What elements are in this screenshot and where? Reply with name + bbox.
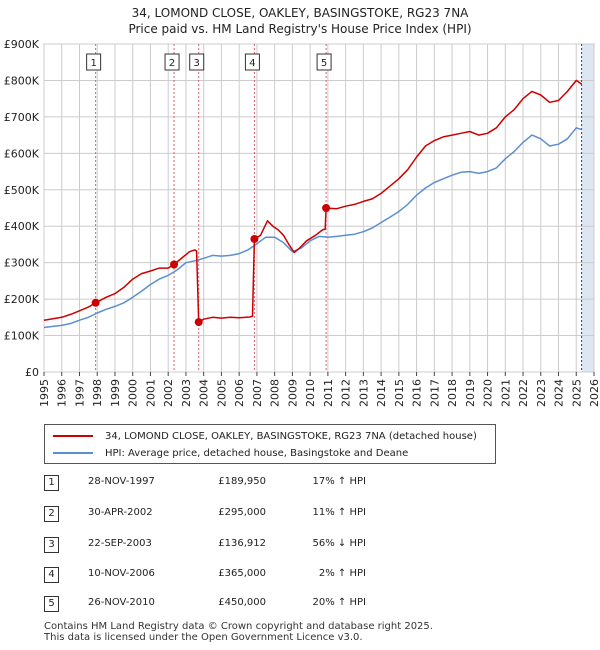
- x-tick-label: 2006: [233, 379, 246, 407]
- legend-item-hpi: HPI: Average price, detached house, Basi…: [53, 445, 408, 461]
- chart-title: 34, LOMOND CLOSE, OAKLEY, BASINGSTOKE, R…: [131, 6, 469, 20]
- sale-point: [91, 298, 100, 307]
- legend-label-property: 34, LOMOND CLOSE, OAKLEY, BASINGSTOKE, R…: [105, 430, 477, 442]
- sale-point: [322, 204, 331, 212]
- y-tick-label: £900K: [4, 38, 40, 51]
- legend-label-hpi: HPI: Average price, detached house, Basi…: [105, 447, 409, 459]
- legend-item-property: 34, LOMOND CLOSE, OAKLEY, BASINGSTOKE, R…: [53, 428, 477, 444]
- y-tick-label: £100K: [4, 330, 40, 343]
- x-tick-label: 2024: [553, 379, 566, 407]
- x-tick-label: 2025: [570, 379, 583, 407]
- x-tick-label: 2018: [446, 379, 459, 407]
- transaction-date: 30-APR-2002: [88, 507, 153, 518]
- sale-label: 3: [194, 58, 200, 69]
- x-tick-label: 2013: [357, 379, 370, 407]
- transaction-row: 2 30-APR-2002 £295,000 11% ↑ HPI: [44, 506, 564, 522]
- x-tick-label: 1997: [73, 379, 86, 407]
- x-tick-label: 2023: [535, 379, 548, 407]
- x-tick-label: 2021: [499, 379, 512, 407]
- transaction-hpi-delta: 11% ↑ HPI: [312, 507, 366, 518]
- x-tick-label: 2004: [198, 379, 211, 407]
- y-tick-label: £700K: [4, 111, 40, 124]
- x-tick-label: 2002: [162, 379, 175, 407]
- x-tick-label: 2009: [286, 379, 299, 407]
- x-tick-label: 2005: [215, 379, 228, 407]
- price-chart: £0 £100K £200K £300K £400K £500K £600K £700K £80…: [4, 38, 600, 407]
- x-tick-label: 2010: [304, 379, 317, 407]
- transaction-row: 1 28-NOV-1997 £189,950 17% ↑ HPI: [44, 475, 564, 491]
- x-tick-label: 2001: [144, 379, 157, 407]
- x-tick-label: 2000: [127, 379, 140, 407]
- copyright-notice: Contains HM Land Registry data © Crown c…: [44, 621, 433, 632]
- plot-area: [43, 43, 595, 373]
- sale-label-box: [244, 53, 260, 71]
- y-tick-label: £500K: [4, 184, 40, 197]
- chart-subtitle: Price paid vs. HM Land Registry's House …: [128, 22, 472, 36]
- x-tick-label: 2020: [482, 379, 495, 407]
- hpi-series-line: [43, 127, 582, 329]
- y-tick-label: £800K: [4, 74, 40, 87]
- x-tick-label: 1995: [38, 379, 51, 407]
- transaction-row: 4 10-NOV-2006 £365,000 2% ↑ HPI: [44, 567, 564, 583]
- x-tick-label: 1999: [109, 379, 122, 407]
- x-tick-label: 2003: [180, 379, 193, 407]
- sale-label-box: [86, 53, 102, 71]
- transaction-price: £365,000: [218, 568, 266, 579]
- y-tick-label: £200K: [4, 293, 40, 306]
- legend: 34, LOMOND CLOSE, OAKLEY, BASINGSTOKE, R…: [44, 424, 496, 464]
- sale-point: [170, 260, 179, 269]
- transaction-number: 4: [44, 567, 59, 583]
- transaction-hpi-delta: 17% ↑ HPI: [312, 476, 366, 487]
- transaction-price: £295,000: [218, 507, 266, 518]
- x-tick-label: 2019: [464, 379, 477, 407]
- sale-point: [250, 234, 259, 243]
- transaction-hpi-delta: 56% ↓ HPI: [312, 538, 366, 549]
- transaction-number: 3: [44, 537, 59, 553]
- sale-label: 5: [321, 58, 327, 69]
- x-tick-label: 2026: [588, 379, 600, 407]
- sale-point: [194, 318, 203, 327]
- x-tick-label: 2011: [322, 379, 335, 407]
- sale-label: 4: [249, 58, 255, 69]
- x-tick-label: 2015: [393, 379, 406, 407]
- transaction-number: 1: [44, 475, 59, 491]
- transaction-number: 2: [44, 506, 59, 522]
- x-tick-label: 1998: [91, 379, 104, 407]
- sale-label-box: [189, 53, 205, 71]
- y-tick-label: £600K: [4, 147, 40, 160]
- x-tick-label: 2022: [517, 379, 530, 407]
- sale-label: 1: [90, 58, 96, 69]
- transaction-price: £189,950: [218, 476, 266, 487]
- x-tick-label: 2008: [269, 379, 282, 407]
- transaction-price: £450,000: [218, 597, 266, 608]
- transaction-row: 5 26-NOV-2010 £450,000 20% ↑ HPI: [44, 596, 564, 612]
- transaction-date: 26-NOV-2010: [88, 597, 155, 608]
- transaction-hpi-delta: 2% ↑ HPI: [318, 568, 366, 579]
- property-series-line: [43, 79, 583, 323]
- transaction-price: £136,912: [218, 538, 266, 549]
- transaction-hpi-delta: 20% ↑ HPI: [312, 597, 366, 608]
- y-tick-label: £0: [25, 366, 39, 379]
- legend-swatch-hpi: [53, 452, 93, 454]
- licence-notice: This data is licensed under the Open Gov…: [44, 632, 363, 643]
- y-tick-label: £300K: [4, 257, 40, 270]
- legend-swatch-property: [53, 435, 93, 437]
- sale-label: 2: [169, 58, 175, 69]
- x-tick-label: 2017: [428, 379, 441, 407]
- transaction-number: 5: [44, 596, 59, 612]
- x-tick-label: 2014: [375, 379, 388, 407]
- y-tick-label: £400K: [4, 220, 40, 233]
- projection-shade: [581, 44, 594, 372]
- transaction-row: 3 22-SEP-2003 £136,912 56% ↓ HPI: [44, 537, 564, 553]
- transaction-date: 22-SEP-2003: [88, 538, 152, 549]
- x-tick-label: 2016: [411, 379, 424, 407]
- x-tick-label: 2012: [340, 379, 353, 407]
- x-tick-label: 2007: [251, 379, 264, 407]
- transaction-date: 28-NOV-1997: [88, 476, 155, 487]
- sale-label-box: [164, 53, 180, 71]
- sale-label-box: [316, 53, 332, 71]
- x-tick-label: 1996: [56, 379, 69, 407]
- transaction-date: 10-NOV-2006: [88, 568, 155, 579]
